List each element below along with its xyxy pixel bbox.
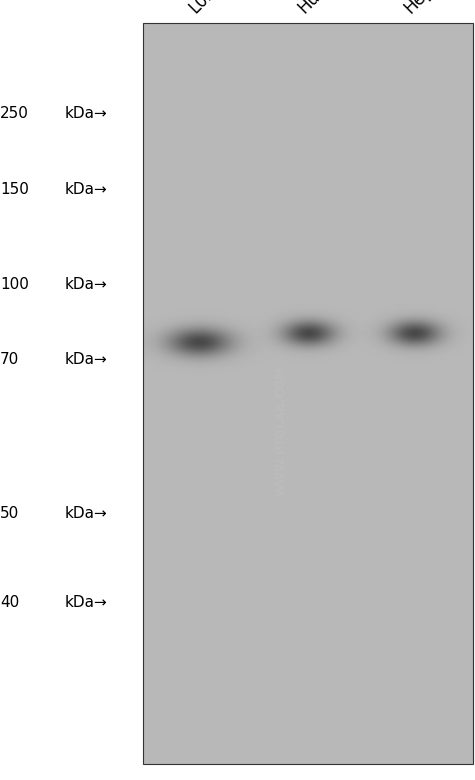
- Text: 70: 70: [0, 352, 19, 367]
- Text: 50: 50: [0, 506, 19, 522]
- Text: kDa→: kDa→: [64, 352, 107, 367]
- Bar: [142, 23, 473, 764]
- Text: 250: 250: [0, 106, 29, 122]
- Text: kDa→: kDa→: [64, 182, 107, 197]
- Bar: [0, 0, 142, 780]
- Text: 150: 150: [0, 182, 29, 197]
- Text: kDa→: kDa→: [64, 277, 107, 292]
- Text: L02: L02: [186, 0, 220, 17]
- Text: kDa→: kDa→: [64, 106, 107, 122]
- Text: 40: 40: [0, 595, 19, 611]
- Text: kDa→: kDa→: [64, 506, 107, 522]
- Bar: [142, 23, 473, 764]
- Text: HuH-7: HuH-7: [295, 0, 344, 17]
- Text: WWW.PTGLAB.COM: WWW.PTGLAB.COM: [275, 366, 288, 496]
- Text: kDa→: kDa→: [64, 595, 107, 611]
- Text: HepG2: HepG2: [400, 0, 453, 17]
- Text: 100: 100: [0, 277, 29, 292]
